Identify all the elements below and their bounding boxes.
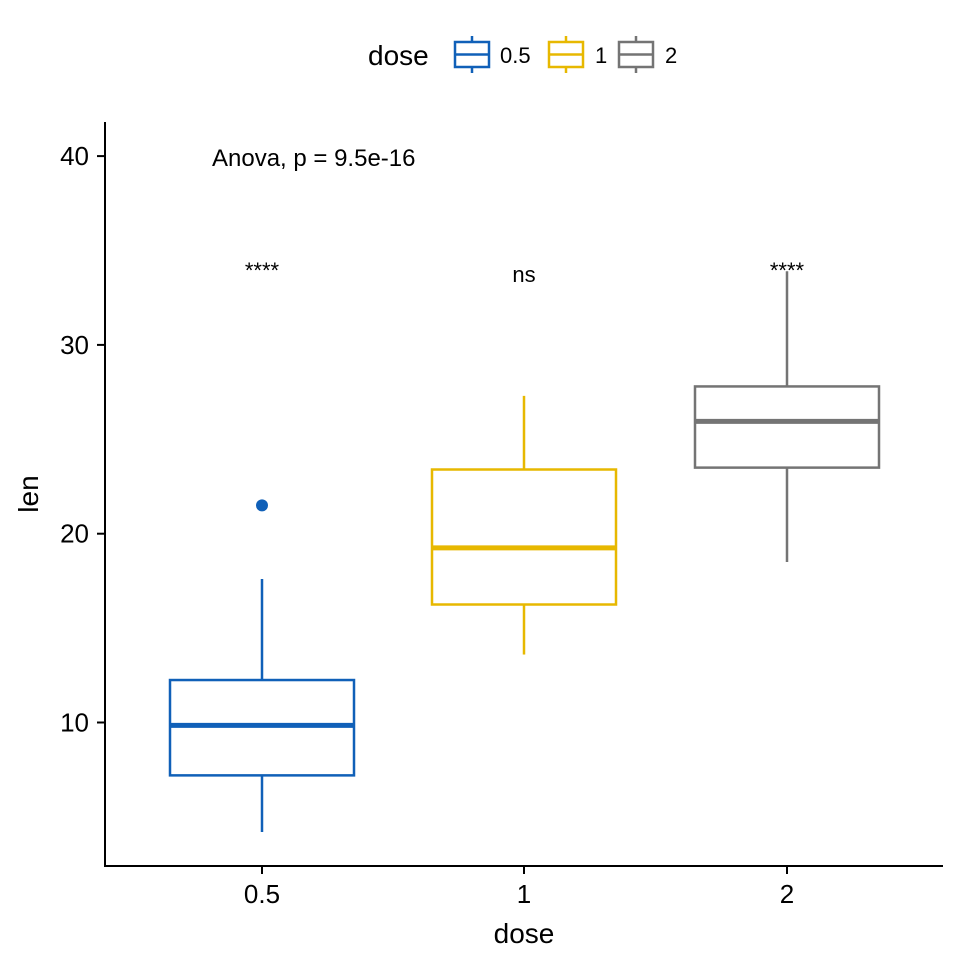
y-tick-label: 30 (60, 330, 89, 360)
x-tick-label: 2 (780, 879, 794, 909)
y-axis-title: len (13, 475, 44, 512)
box (430, 468, 618, 606)
anova-annotation: Anova, p = 9.5e-16 (212, 145, 415, 172)
x-axis-ticks: 0.5 1 2 (244, 866, 794, 909)
outlier-point (256, 499, 268, 512)
legend-label: 2 (665, 43, 677, 68)
y-axis-ticks: 10 20 30 40 (60, 141, 105, 738)
y-tick-label: 20 (60, 519, 89, 549)
legend-title: dose (368, 40, 429, 71)
box (693, 385, 881, 469)
legend-key-2 (617, 36, 655, 73)
legend-key-0.5 (453, 36, 491, 73)
significance-label: **** (770, 258, 805, 283)
significance-label: ns (512, 262, 535, 287)
significance-label: **** (245, 258, 280, 283)
box-group-0.5: **** (168, 258, 356, 833)
legend-key-1 (547, 36, 585, 73)
x-tick-label: 1 (517, 879, 531, 909)
y-tick-label: 40 (60, 141, 89, 171)
x-tick-label: 0.5 (244, 879, 280, 909)
box-group-2: **** (693, 258, 881, 563)
x-axis-title: dose (494, 918, 555, 949)
box-group-1: ns (430, 262, 618, 655)
legend-label: 0.5 (500, 43, 531, 68)
legend-label: 1 (595, 43, 607, 68)
plot-area: **** ns **** (168, 258, 881, 833)
y-tick-label: 10 (60, 708, 89, 738)
legend: dose 0.5 1 2 (368, 36, 677, 73)
